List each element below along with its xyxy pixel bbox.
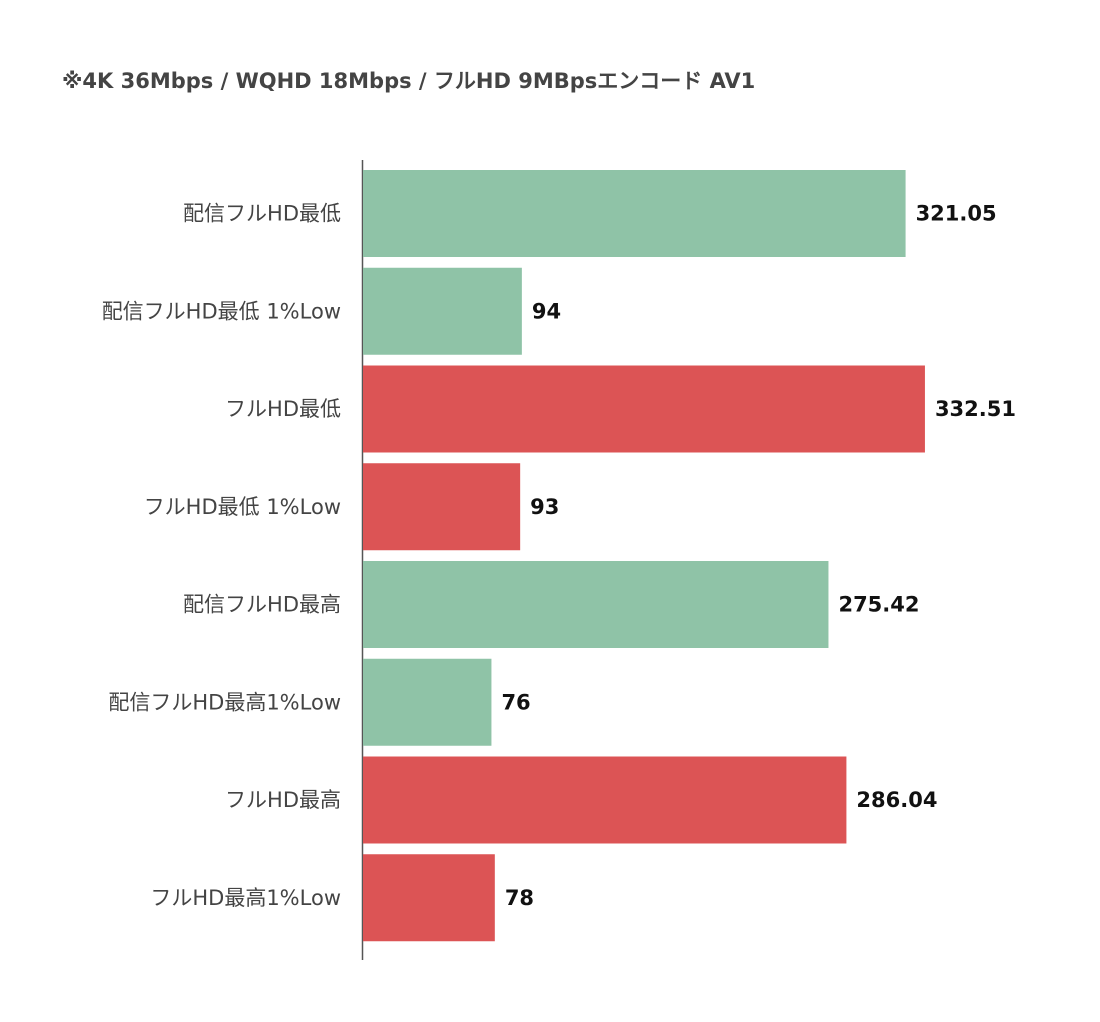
category-label: 配信フルHD最高1%Low xyxy=(108,690,341,714)
category-label: 配信フルHD最低 xyxy=(183,202,341,226)
value-label: 94 xyxy=(532,299,561,323)
category-label: フルHD最低 1%Low xyxy=(144,495,341,519)
bar xyxy=(363,854,495,942)
bar xyxy=(363,170,906,257)
bar xyxy=(363,756,847,844)
value-label: 275.42 xyxy=(838,593,919,617)
bar xyxy=(363,658,492,746)
category-label: フルHD最低 xyxy=(225,397,341,421)
bar xyxy=(363,463,521,551)
value-label: 78 xyxy=(505,886,534,910)
category-label: フルHD最高 xyxy=(225,788,341,812)
bar xyxy=(363,561,829,648)
value-label: 76 xyxy=(501,690,530,714)
chart-title: ※4K 36Mbps / WQHD 18Mbps / フルHD 9MBpsエンコ… xyxy=(62,69,755,93)
category-label: 配信フルHD最低 1%Low xyxy=(102,299,341,323)
value-label: 321.05 xyxy=(916,202,997,226)
category-label: 配信フルHD最高 xyxy=(183,593,341,617)
value-label: 332.51 xyxy=(935,397,1016,421)
bar xyxy=(363,365,925,453)
bar xyxy=(363,267,522,355)
value-label: 93 xyxy=(530,495,559,519)
category-label: フルHD最高1%Low xyxy=(150,886,341,910)
value-label: 286.04 xyxy=(856,788,937,812)
